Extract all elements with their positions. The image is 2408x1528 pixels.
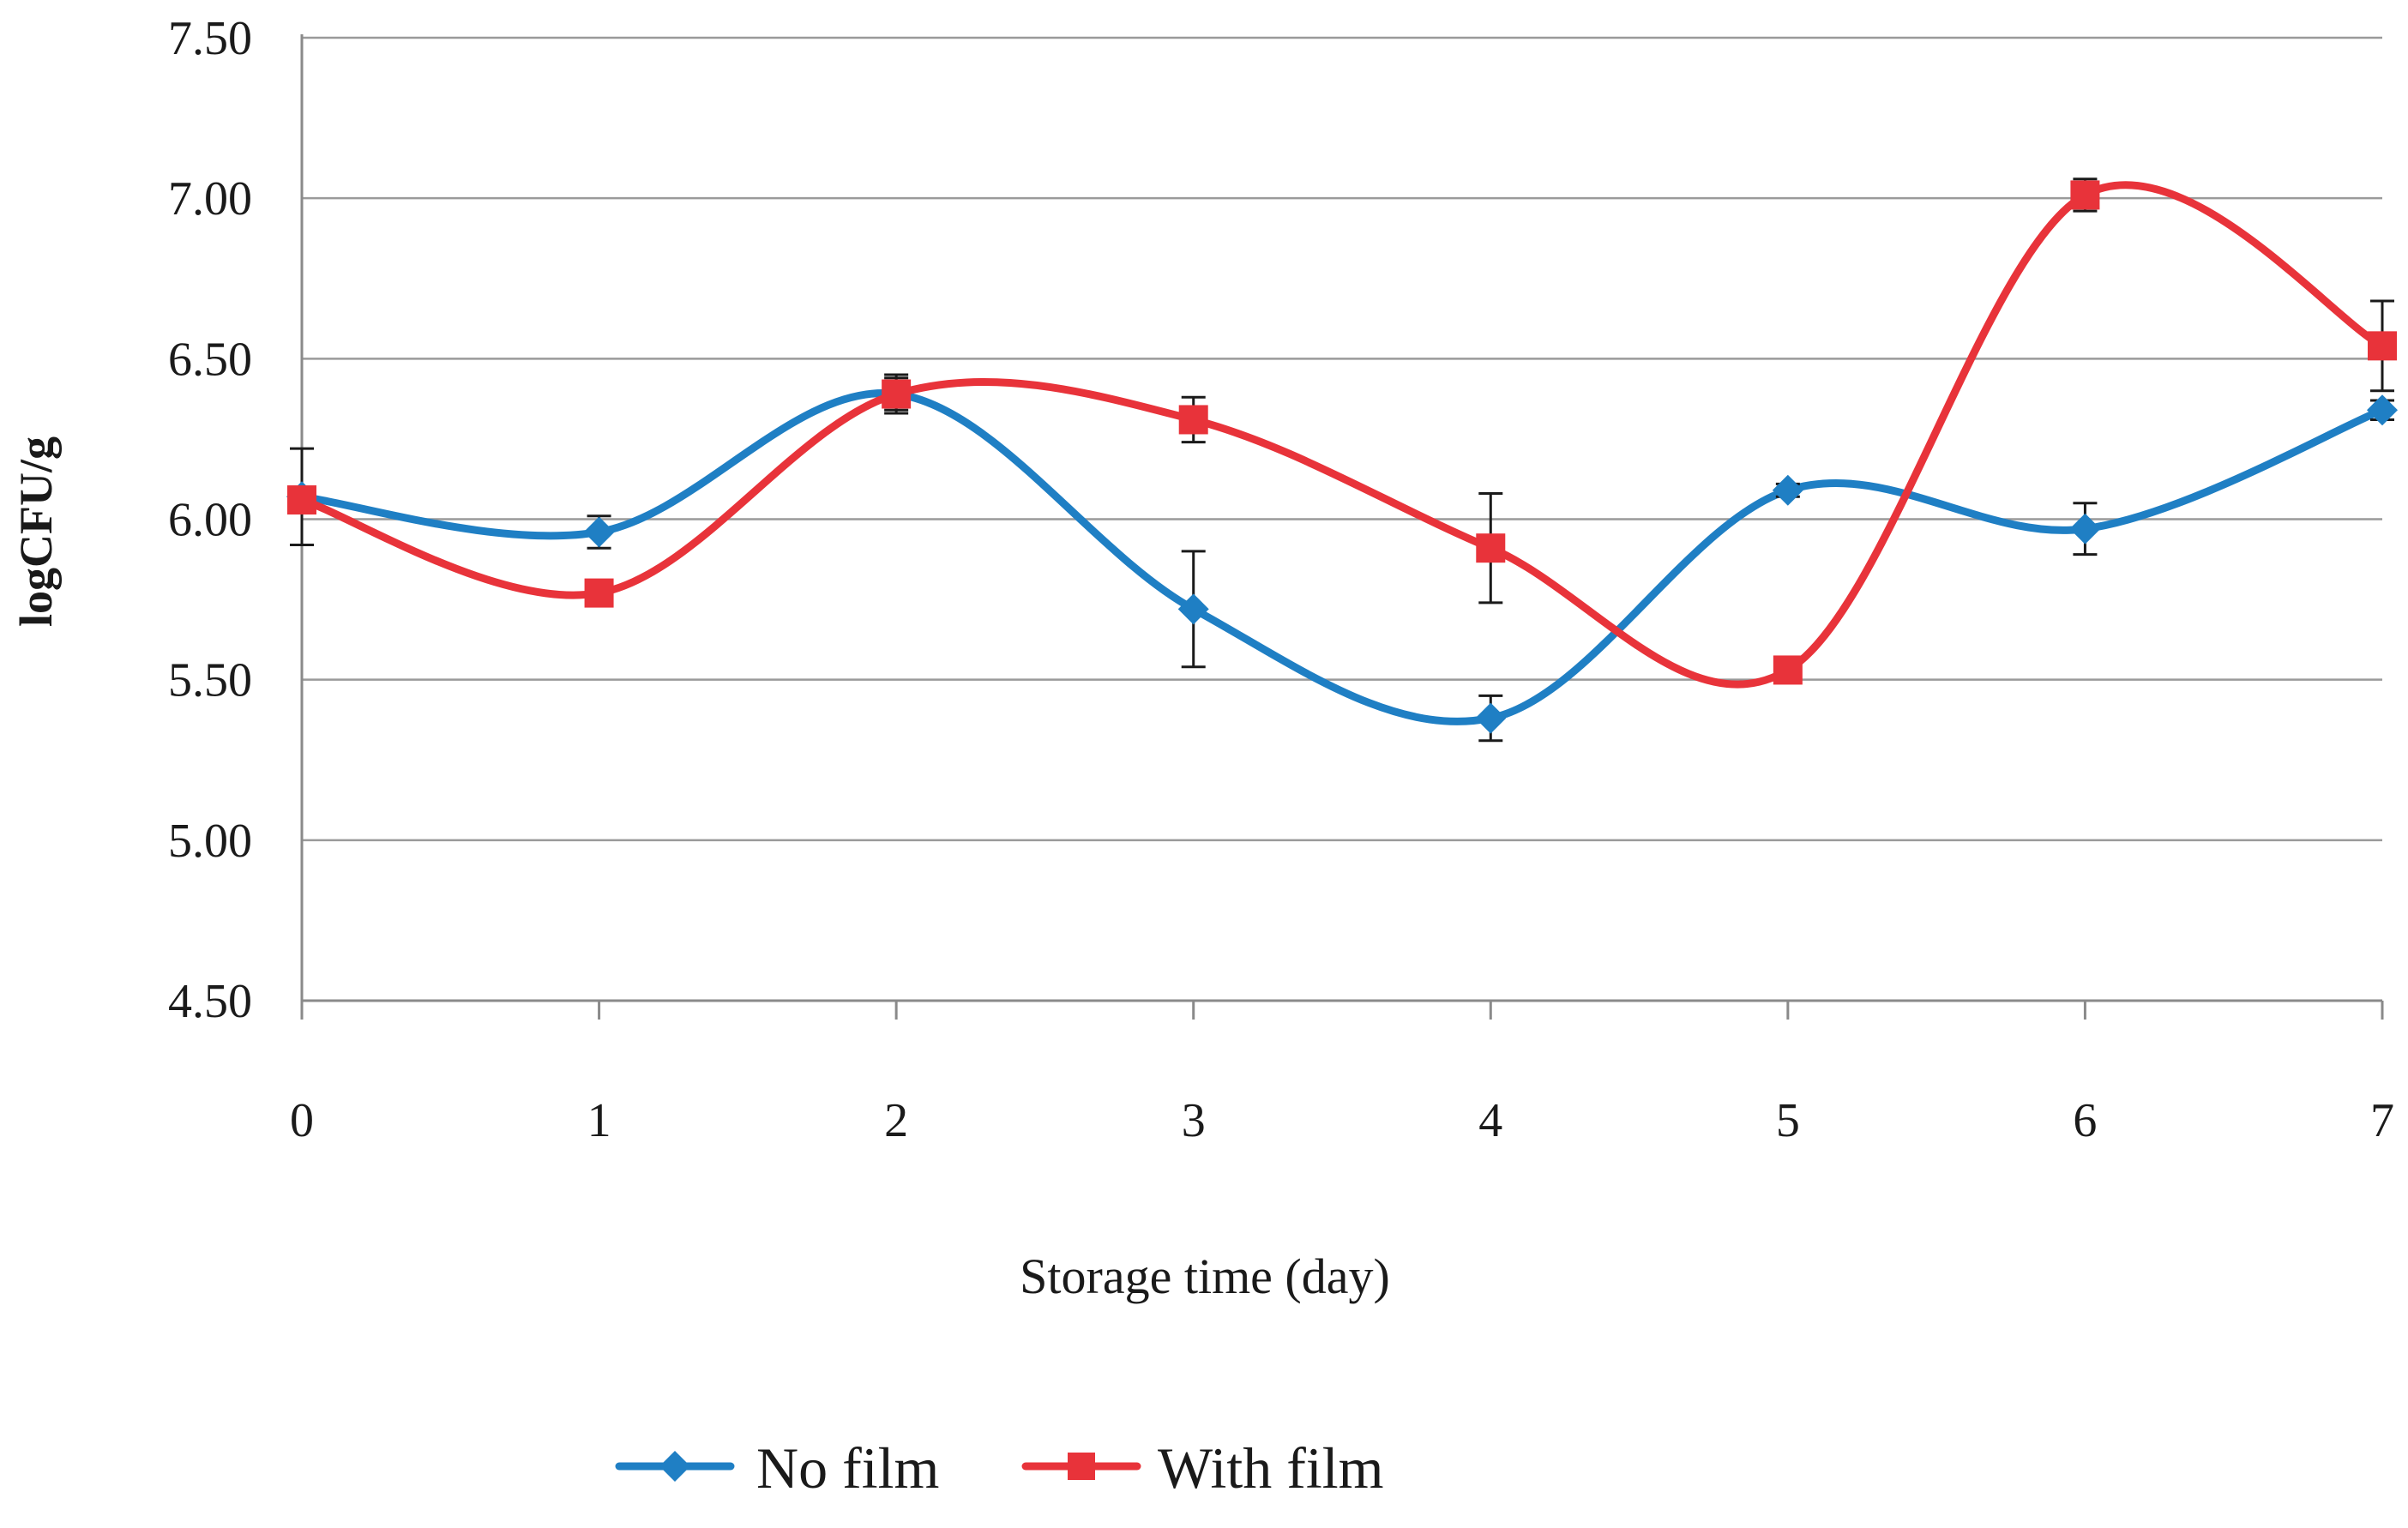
y-tick-label-4: 6.50 (168, 333, 252, 386)
y-tick-label-1: 5.00 (168, 815, 252, 868)
y-tick-label-3: 6.00 (168, 494, 252, 547)
point-with-film-0 (287, 485, 316, 515)
y-tick-label-5: 7.00 (168, 172, 252, 226)
x-tick-label-5: 5 (1776, 1094, 1800, 1147)
point-no-film-1 (583, 516, 615, 548)
point-no-film-5 (1772, 474, 1803, 506)
x-tick-label-2: 2 (884, 1094, 908, 1147)
legend-label-no-film: No film (756, 1435, 939, 1501)
legend-label-with-film: With film (1158, 1435, 1384, 1501)
point-with-film-3 (1178, 405, 1208, 435)
x-tick-label-1: 1 (587, 1094, 611, 1147)
axis-layer: 4.50 5.00 5.50 6.00 6.50 7.00 7.50 0 1 2 3 4 5 6 7 (168, 12, 2394, 1147)
x-tick-label-0: 0 (290, 1094, 314, 1147)
y-tick-label-2: 5.50 (168, 654, 252, 707)
point-no-film-6 (2069, 513, 2101, 544)
point-with-film-5 (1773, 655, 1803, 685)
series-line-no-film (298, 389, 2387, 725)
point-no-film-7 (2367, 394, 2398, 426)
x-tick-label-7: 7 (2370, 1094, 2394, 1147)
x-tick-label-4: 4 (1478, 1094, 1502, 1147)
grid-layer (302, 36, 2382, 842)
legend: No film With film (615, 1435, 1384, 1501)
x-axis-title: Storage time (day) (1020, 1248, 1390, 1304)
label-layer: Storage time (day) logCFU/g (10, 436, 1390, 1304)
legend-marker-with-film (1068, 1453, 1095, 1480)
x-tick-label-3: 3 (1182, 1094, 1206, 1147)
point-with-film-6 (2070, 180, 2100, 210)
x-tick-label-6: 6 (2073, 1094, 2097, 1147)
point-with-film-1 (584, 578, 614, 608)
y-tick-label-6: 7.50 (168, 12, 252, 65)
point-no-film-4 (1475, 702, 1507, 734)
point-with-film-4 (1476, 533, 1506, 563)
series-line-with-film (298, 181, 2387, 689)
point-with-film-7 (2368, 331, 2397, 361)
y-tick-label-0: 4.50 (168, 975, 252, 1028)
legend-marker-no-film (659, 1451, 690, 1482)
point-with-film-2 (882, 379, 912, 409)
series-layer (286, 177, 2398, 743)
y-axis-title: logCFU/g (10, 436, 62, 627)
point-no-film-3 (1177, 593, 1209, 625)
